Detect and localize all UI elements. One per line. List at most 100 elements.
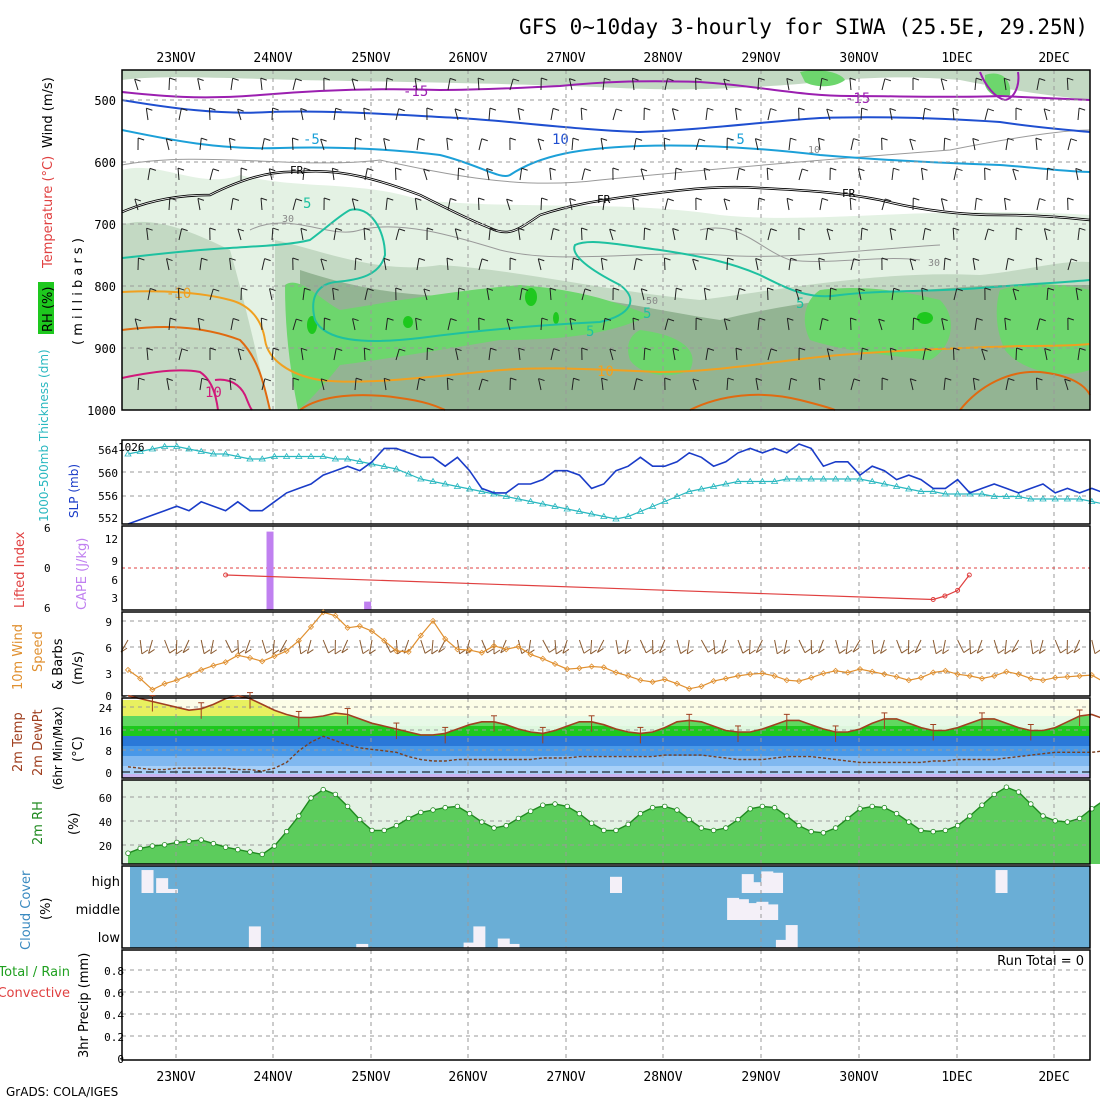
wind10-barb [597,648,604,653]
wind10-point [1064,673,1071,680]
upper-wind-barb [1067,258,1072,271]
upper-wind-barb [395,348,400,361]
upper-wind-barb [921,288,924,301]
rh2m-point [942,827,949,834]
rh2m-point [845,815,851,822]
wind10-barb [957,639,965,653]
wind10-point [307,623,315,630]
upper-wind-barb [449,77,457,81]
wind10-point [600,664,607,671]
wind10-point [1039,677,1047,684]
wind10-point [917,674,925,681]
upper-wind-barb [134,78,139,91]
upper-wind-barb [550,228,554,241]
upper-wind-barb [1036,257,1043,261]
thickness-tick: 552 [98,512,118,525]
credit-text: GrADS: COLA/IGES [6,1085,118,1099]
thickness-point [587,510,596,517]
thickness-point [941,490,950,497]
temp2m-ylabel-1: 2m Temp [11,712,26,772]
upper-wind-barb [853,378,861,382]
upper-wind-barb [295,78,302,82]
upper-wind-barb [481,258,489,262]
upper-wind-barb [178,287,185,291]
upper-wind-barb [826,348,831,361]
wind10-barb [970,649,977,655]
wind10-barb [659,639,666,654]
upper-wind-barb [1016,227,1023,231]
wind10-point [368,628,376,635]
wind10-point [515,643,522,650]
upper-wind-barb [363,227,371,231]
top-date-label: 29NOV [741,51,780,66]
cloud-bar-low [775,939,788,948]
thickness-series-line [127,445,1100,520]
rh2m-point [759,803,766,810]
upper-wind-barb [601,257,608,261]
wind10-barb [555,649,563,655]
upper-wind-barb [363,348,366,361]
upper-wind-barb [1043,228,1048,241]
cloud-bar-high [156,878,169,893]
upper-wind-barb [447,318,452,331]
wind10-barb [203,649,211,655]
upper-wind-barb [260,198,263,211]
rh2m-point [613,827,619,834]
wind10-panel: 9 6 3 0 10m Wind Speed & Barbs (m/s) [11,609,1100,703]
wind10-point [1015,671,1022,678]
pressure-tick: 600 [94,156,116,170]
slp-tick: 1026 [118,441,145,454]
upper-wind-barb [166,258,173,262]
upper-wind-barb [300,228,304,241]
wind10-barb [942,649,950,655]
precip-panel: Run Total = 0 0.8 0.6 0.4 0.2 0 Total / … [0,949,1091,1066]
thickness-point [136,447,144,454]
thickness-point [282,452,291,459]
wind10-point [930,669,937,676]
rh2m-point [283,828,290,835]
upper-wind-barb [692,378,700,382]
upper-wind-barb [821,197,829,201]
temp2m-tick: 8 [105,745,112,758]
wind10-point [527,651,534,658]
upper-wind-barb [795,288,800,301]
upper-wind-barb [383,257,391,261]
upper-wind-barb [415,317,422,321]
wind10-barb [210,639,214,654]
temp-contour-20 [121,369,253,411]
top-date-label: 24NOV [253,51,292,66]
upper-wind-barb [723,198,728,211]
upper-wind-barb [664,137,671,141]
upper-wind-barb [941,318,945,331]
upper-wind-barb [213,288,220,292]
upper-wind-barb [984,228,989,241]
rh2m-point [1064,819,1071,825]
wind10-point [246,654,254,661]
upper-wind-barb [199,258,203,271]
upper-wind-barb [1005,258,1009,271]
upper-wind-barb [1003,78,1007,91]
rh2m-tick: 40 [99,816,112,829]
upper-wind-barb [889,228,893,241]
upper-wind-barb [664,78,668,91]
wind10-barb [272,649,280,655]
upper-wind-barb [735,348,738,361]
wind10-point [1052,674,1059,681]
upper-wind-barb [573,257,580,261]
upper-wind-barb [177,288,180,301]
upper-wind-barb [146,347,154,351]
cloud-panel-frame [121,865,1091,949]
wind10-barb [700,639,709,653]
precip-tick: 0.4 [104,1009,124,1022]
upper-wind-barb [165,138,170,151]
cape-bar [266,531,274,610]
upper-wind-barb [953,168,957,181]
upper-wind-barb [858,288,862,301]
thickness-ticks: 564 560 556 552 [98,444,118,525]
wind10-barb [645,648,653,654]
upper-wind-barb [292,198,297,211]
upper-wind-barb [580,108,583,121]
upper-wind-barb [237,108,242,121]
upper-wind-barb [853,138,860,142]
upper-wind-barb [632,317,640,321]
